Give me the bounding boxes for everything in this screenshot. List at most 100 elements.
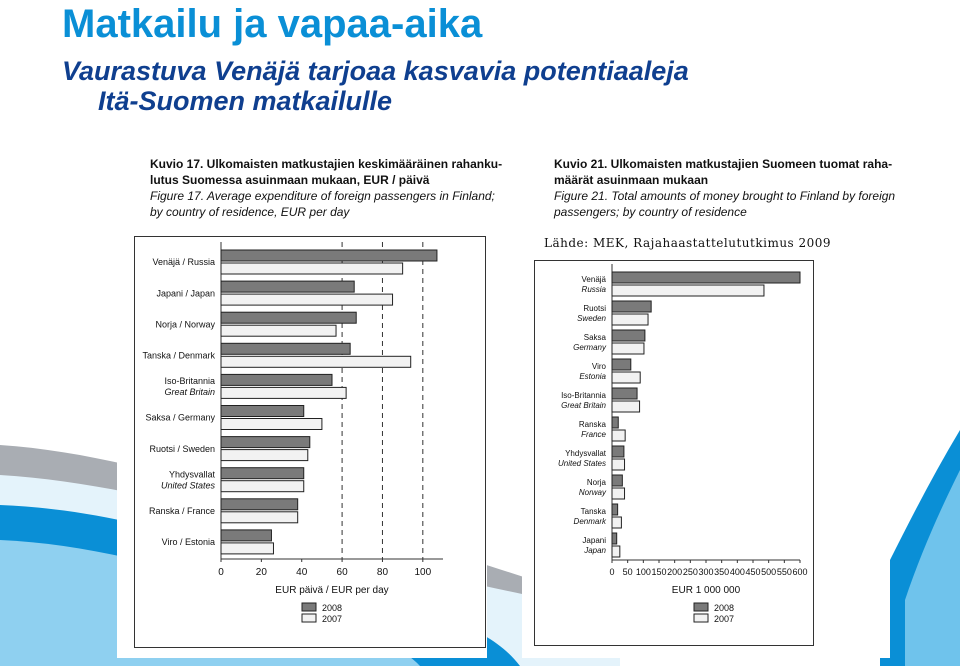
bar-2008-10: [611, 532, 618, 545]
category-label: Great Britain: [164, 387, 215, 397]
legend-swatch-2008: [693, 602, 709, 612]
tick-label: 150: [651, 567, 666, 577]
legend-label-2007: 2007: [714, 614, 734, 624]
bar-2008-6: [220, 405, 305, 417]
bar-2007-8: [611, 487, 626, 500]
bar-2008-4: [611, 358, 632, 371]
category-label: Iso-Britannia: [561, 391, 606, 400]
category-label: Ranska / France: [149, 506, 215, 516]
bar-2007-7: [220, 449, 309, 462]
chart-caption-right: Kuvio 21. Ulkomaisten matkustajien Suome…: [554, 156, 895, 220]
category-label: France: [581, 430, 606, 439]
chart-caption-left: Kuvio 17. Ulkomaisten matkustajien keski…: [150, 156, 502, 220]
bar-2007-10: [611, 545, 621, 558]
bar-2007-6: [611, 429, 626, 442]
category-label: Japan: [583, 546, 606, 555]
bar-2007-4: [611, 371, 641, 384]
bar-2008-9: [220, 498, 299, 511]
category-label: Venäjä: [582, 275, 607, 284]
legend-swatch-2008: [301, 602, 317, 612]
caption-fi-line1: Kuvio 17. Ulkomaisten matkustajien keski…: [150, 157, 503, 171]
bar-2007-9: [220, 511, 299, 524]
chart-frame: [534, 260, 814, 646]
source-note: Lähde: MEK, Rajahaastattelututkimus 2009: [544, 236, 832, 250]
category-label: Norja / Norway: [155, 319, 215, 329]
bar-2008-5: [611, 387, 638, 400]
chart-average-expenditure: Venäjä / Russia Japani / Japan Norja / Nor…: [134, 236, 486, 648]
legend-label-2008: 2008: [322, 603, 342, 613]
x-axis-label: EUR päivä / EUR per day: [275, 585, 388, 596]
bar-2007-3: [611, 342, 645, 355]
bar-2008-4: [220, 342, 351, 355]
bar-2008-2: [611, 300, 652, 313]
category-label: Russia: [582, 285, 607, 294]
tick-label: 550: [777, 567, 792, 577]
bar-2007-6: [220, 418, 323, 430]
category-label: Saksa: [584, 333, 607, 342]
category-label: Sweden: [577, 314, 606, 323]
tick-label: 300: [698, 567, 713, 577]
category-label: Viro: [592, 362, 607, 371]
bar-2008-6: [611, 416, 619, 429]
bar-2007-10: [220, 542, 274, 555]
bar-2008-3: [220, 311, 357, 324]
category-label: Ruotsi / Sweden: [149, 444, 215, 454]
tick-label: 350: [714, 567, 729, 577]
bar-2008-3: [611, 329, 646, 342]
caption-fi-line2: lutus Suomessa asuinmaan mukaan, EUR / p…: [150, 173, 430, 187]
tick-label: 600: [792, 567, 807, 577]
legend-swatch-2007: [693, 613, 709, 623]
tick-label: 50: [623, 567, 633, 577]
category-label: Yhdysvallat: [565, 449, 607, 458]
category-label: Saksa / Germany: [145, 413, 215, 423]
bar-2008-5: [220, 373, 333, 386]
bar-2008-8: [611, 474, 623, 487]
caption-en-line2: passengers; by country of residence: [554, 205, 747, 219]
tick-label: 40: [296, 567, 308, 578]
caption-fi-line2: määrät asuinmaan mukaan: [554, 173, 709, 187]
bar-2008-7: [611, 445, 625, 458]
category-label: Great Britain: [561, 401, 606, 410]
category-label: Tanska: [581, 507, 607, 516]
caption-en-line2: by country of residence, EUR per day: [150, 205, 350, 219]
tick-label: 20: [256, 567, 268, 578]
category-label: Venäjä / Russia: [152, 257, 215, 267]
category-label: Germany: [573, 343, 607, 352]
tick-label: 100: [636, 567, 651, 577]
bar-2008-9: [611, 503, 619, 516]
tick-label: 0: [218, 567, 224, 578]
category-label: Japani: [582, 536, 606, 545]
tick-label: 450: [745, 567, 760, 577]
tick-label: 200: [667, 567, 682, 577]
tick-label: 80: [377, 567, 389, 578]
bar-2008-8: [220, 467, 305, 480]
bar-2007-4: [220, 355, 412, 368]
bar-2007-8: [220, 480, 305, 493]
category-label: Japani / Japan: [156, 288, 215, 298]
category-label: Ranska: [579, 420, 607, 429]
category-label: Yhdysvallat: [169, 469, 216, 479]
bar-2008-2: [220, 280, 355, 293]
bar-2007-3: [220, 324, 337, 337]
bar-2008-7: [220, 436, 311, 449]
category-label: Norway: [579, 488, 607, 497]
tick-label: 60: [337, 567, 349, 578]
x-axis-label: EUR 1 000 000: [672, 585, 741, 596]
tick-label: 0: [609, 567, 614, 577]
category-label: Estonia: [579, 372, 606, 381]
category-label: Ruotsi: [583, 304, 606, 313]
legend-label-2008: 2008: [714, 603, 734, 613]
bar-2008-10: [220, 529, 272, 542]
bar-2007-7: [611, 458, 626, 471]
tick-label: 400: [730, 567, 745, 577]
bar-2007-2: [220, 293, 394, 306]
category-label: United States: [558, 459, 606, 468]
caption-fi-line1: Kuvio 21. Ulkomaisten matkustajien Suome…: [554, 157, 893, 171]
page-subtitle: Vaurastuva Venäjä tarjoaa kasvavia poten…: [62, 56, 689, 86]
bar-2007-5: [611, 400, 641, 413]
bar-2007-2: [611, 313, 649, 326]
bar-2007-9: [611, 516, 622, 529]
category-label: United States: [161, 480, 216, 490]
category-label: Denmark: [574, 517, 607, 526]
